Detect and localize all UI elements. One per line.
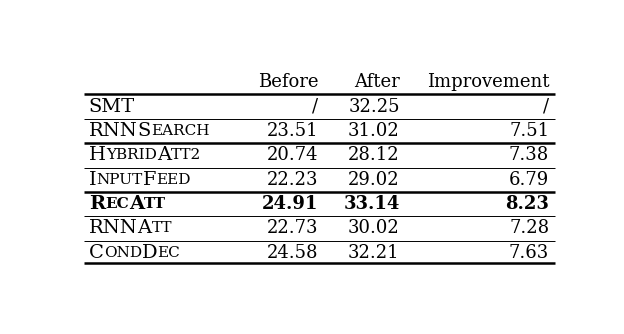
Text: 32.25: 32.25 — [348, 98, 399, 116]
Text: 28.12: 28.12 — [348, 146, 399, 164]
Text: RNN: RNN — [89, 122, 138, 140]
Text: OND: OND — [104, 246, 142, 260]
Text: R: R — [89, 195, 105, 213]
Text: TT: TT — [144, 197, 166, 211]
Text: A: A — [157, 146, 171, 164]
Text: YBRID: YBRID — [106, 148, 157, 162]
Text: 7.38: 7.38 — [509, 146, 549, 164]
Text: 7.28: 7.28 — [509, 219, 549, 237]
Text: /: / — [543, 98, 549, 116]
Text: 22.73: 22.73 — [266, 219, 318, 237]
Text: 29.02: 29.02 — [348, 171, 399, 189]
Text: TT2: TT2 — [171, 148, 201, 162]
Text: 8.23: 8.23 — [505, 195, 549, 213]
Text: 32.21: 32.21 — [348, 244, 399, 262]
Text: 23.51: 23.51 — [266, 122, 318, 140]
Text: 33.14: 33.14 — [343, 195, 399, 213]
Text: A: A — [129, 195, 144, 213]
Text: 24.58: 24.58 — [266, 244, 318, 262]
Text: I: I — [89, 171, 97, 189]
Text: D: D — [142, 244, 157, 262]
Text: TT: TT — [152, 221, 172, 235]
Text: 6.79: 6.79 — [509, 171, 549, 189]
Text: Before: Before — [258, 73, 318, 91]
Text: EED: EED — [156, 173, 191, 187]
Text: 22.23: 22.23 — [266, 171, 318, 189]
Text: A: A — [138, 219, 152, 237]
Text: 24.91: 24.91 — [262, 195, 318, 213]
Text: 31.02: 31.02 — [348, 122, 399, 140]
Text: EC: EC — [105, 197, 129, 211]
Text: RNN: RNN — [89, 219, 138, 237]
Text: S: S — [138, 122, 151, 140]
Text: /: / — [312, 98, 318, 116]
Text: NPUT: NPUT — [97, 173, 143, 187]
Text: 7.51: 7.51 — [509, 122, 549, 140]
Text: H: H — [89, 146, 106, 164]
Text: After: After — [354, 73, 399, 91]
Text: 30.02: 30.02 — [348, 219, 399, 237]
Text: 7.63: 7.63 — [509, 244, 549, 262]
Text: F: F — [143, 171, 156, 189]
Text: SMT: SMT — [89, 98, 135, 116]
Text: EARCH: EARCH — [151, 124, 209, 138]
Text: C: C — [89, 244, 104, 262]
Text: Improvement: Improvement — [427, 73, 549, 91]
Text: EC: EC — [157, 246, 180, 260]
Text: 20.74: 20.74 — [266, 146, 318, 164]
